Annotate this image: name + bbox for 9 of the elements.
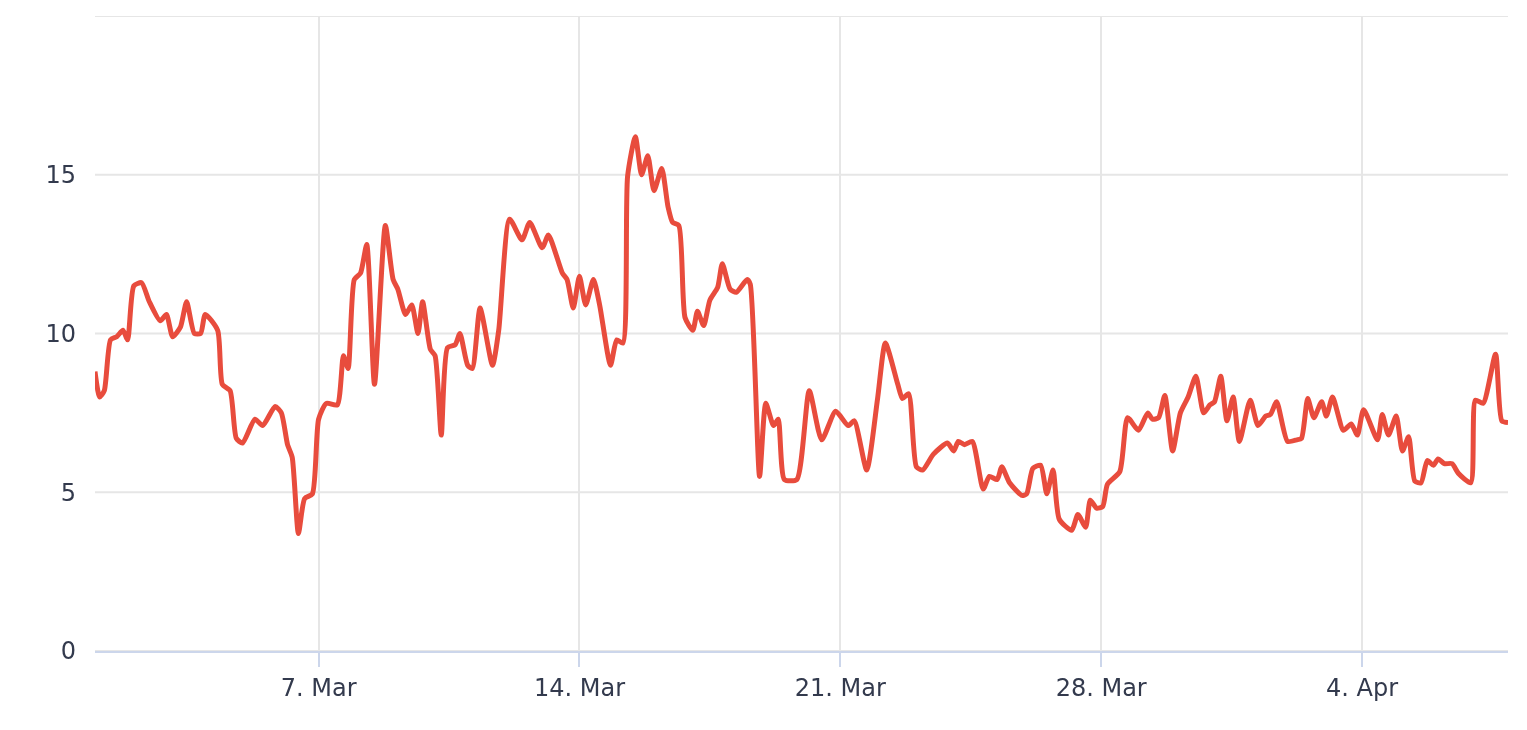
y-tick-label: 0 (60, 637, 76, 666)
y-tick-label: 10 (45, 319, 76, 348)
y-tick-label: 15 (45, 161, 76, 190)
x-tick-label: 14. Mar (533, 673, 626, 702)
x-tick-label: 21. Mar (794, 673, 886, 702)
y-tick-label: 5 (60, 478, 76, 507)
x-tick-label: 4. Apr (1326, 673, 1399, 702)
x-tick-label: 28. Mar (1055, 673, 1147, 702)
x-tick-label: 7. Mar (280, 673, 357, 702)
